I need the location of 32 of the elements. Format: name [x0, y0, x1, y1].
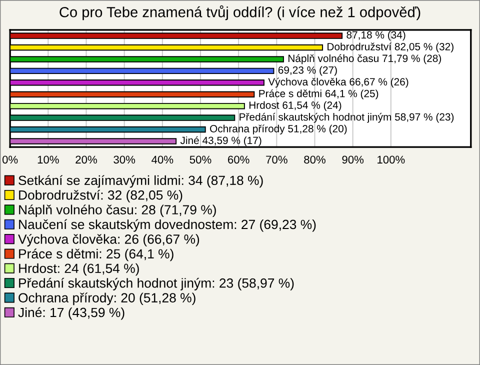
data-label: Náplň volného času 71,79 % (28) — [288, 54, 442, 64]
chart-title: Co pro Tebe znamená tvůj oddíl? (i více než 1 odpověď) — [60, 5, 420, 20]
data-label: 69,23 % (27) — [278, 66, 337, 76]
x-tick-label: 100% — [378, 156, 405, 164]
x-tick-label: 20% — [76, 156, 97, 164]
x-tick-label: 80% — [304, 156, 326, 164]
legend-label: Naučení se skautským dovednostem: 27 (69,23 %) — [19, 219, 316, 232]
data-label: Jiné 43,59 % (17) — [180, 136, 262, 146]
data-label: Ochrana přírody 51,28 % (20) — [210, 124, 347, 134]
x-tick-label: 60% — [228, 156, 250, 164]
x-tick-label: 0% — [2, 156, 18, 164]
legend-label: Jiné: 17 (43,59 %) — [18, 307, 124, 320]
data-label: Hrdost 61,54 % (24) — [249, 101, 342, 111]
x-tick-label: 50% — [190, 156, 212, 164]
x-tick-label: 90% — [342, 156, 364, 164]
legend-label: Dobrodružství: 32 (82,05 %) — [19, 190, 182, 202]
legend-label: Setkání se zajímavými lidmi: 34 (87,18 %) — [18, 175, 263, 188]
data-label: Výchova člověka 66,67 % (26) — [268, 78, 408, 88]
data-label: Dobrodružství 82,05 % (32) — [328, 42, 454, 52]
legend-label: Hrdost: 24 (61,54 %) — [19, 263, 139, 276]
x-tick-label: 30% — [114, 156, 136, 164]
data-label: Práce s dětmi 64,1 % (25) — [259, 89, 378, 100]
legend-label: Předání skautských hodnot jiným: 23 (58,97 %) — [19, 278, 294, 290]
data-label: Předání skautských hodnot jiným 58,97 % (23) — [240, 112, 454, 123]
legend-label: Výchova člověka: 26 (66,67 %) — [18, 234, 200, 246]
legend-label: Práce s dětmi: 25 (64,1 %) — [19, 248, 174, 262]
x-tick-label: 10% — [38, 156, 59, 164]
x-tick-label: 40% — [152, 156, 174, 164]
legend-label: Ochrana přírody: 20 (51,28 %) — [18, 292, 196, 306]
data-label: 87,18 % (34) — [346, 30, 406, 41]
x-tick-label: 70% — [266, 156, 288, 164]
legend-label: Náplň volného času: 28 (71,79 %) — [19, 204, 216, 218]
